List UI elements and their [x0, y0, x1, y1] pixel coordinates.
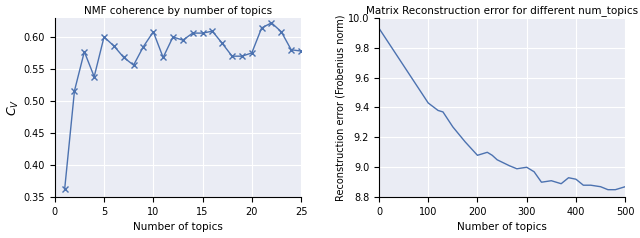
Title: Matrix Reconstruction error for different num_topics: Matrix Reconstruction error for differen… — [366, 5, 638, 16]
Title: NMF coherence by number of topics: NMF coherence by number of topics — [84, 5, 272, 15]
X-axis label: Number of topics: Number of topics — [457, 223, 547, 233]
Y-axis label: $C_V$: $C_V$ — [6, 99, 20, 116]
Y-axis label: Reconstruction error (Frobenius norm): Reconstruction error (Frobenius norm) — [335, 14, 345, 201]
X-axis label: Number of topics: Number of topics — [133, 223, 223, 233]
